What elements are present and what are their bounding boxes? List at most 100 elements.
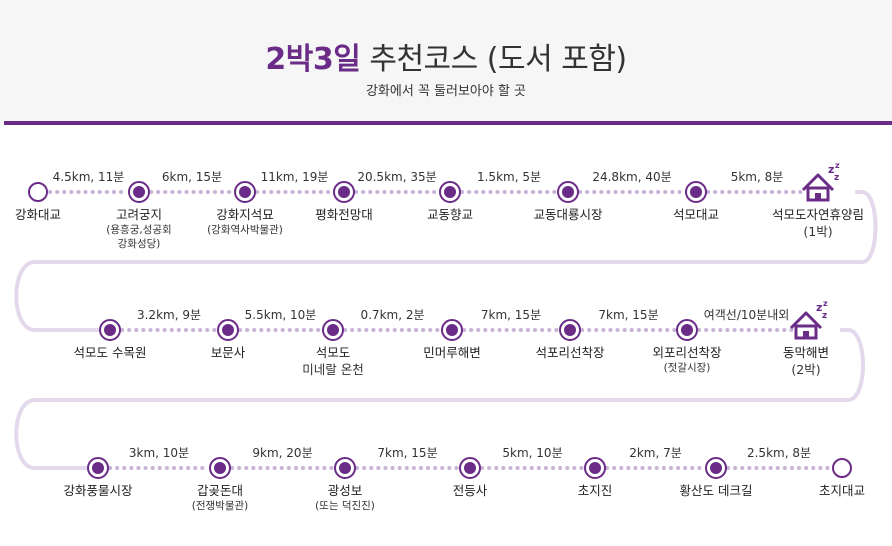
stop-marker [322, 319, 344, 341]
stop-name: 고려궁지 [115, 207, 162, 222]
stop-label: 광성보 (또는 덕진진) [315, 482, 375, 513]
segment-distance: 3km, 10분 [126, 444, 192, 461]
stop-name: 석모도 [315, 345, 351, 360]
title-rest: 추천코스 (도서 포함) [360, 42, 627, 77]
stop-name: 강화풍물시장 [63, 483, 133, 498]
stop-label: 강화대교 [15, 206, 61, 223]
row-connector-2 [14, 328, 865, 470]
stop-note: (또는 덕진진) [315, 500, 375, 512]
segment-distance: 11km, 19분 [258, 168, 331, 185]
stop-marker [217, 319, 239, 341]
stop-marker [559, 319, 581, 341]
stop-note: (전쟁박물관) [191, 500, 249, 512]
stop-marker [234, 181, 256, 203]
stop-label: 강화지석묘 (강화역사박물관) [207, 206, 283, 237]
svg-text:z: z [834, 173, 839, 183]
svg-text:z: z [816, 301, 822, 314]
segment-distance: 1.5km, 5분 [474, 168, 544, 185]
page-subtitle: 강화에서 꼭 둘러보아야 할 곳 [365, 84, 527, 99]
segment-distance: 9km, 20분 [250, 444, 315, 461]
page-title: 2박3일 추천코스 (도서 포함) [0, 34, 892, 78]
stop-marker [459, 457, 481, 479]
segment-distance: 20.5km, 35분 [355, 168, 439, 185]
stop-name: 전등사 [452, 483, 488, 498]
segment-distance: 3.2km, 9분 [134, 306, 204, 323]
segment-distance: 7km, 15분 [478, 306, 544, 323]
stop-label: 석모도 수목원 [74, 344, 147, 361]
stop-name: 교동대룡시장 [533, 207, 603, 222]
stop-label: 교동향교 [427, 206, 473, 223]
stop-label: 교동대룡시장 [533, 206, 602, 223]
stop-marker [705, 457, 727, 479]
stop-name: 평화전망대 [315, 207, 373, 222]
stop-label: 동막해변 (2박) [783, 344, 829, 378]
stop-name: 초지진 [577, 483, 613, 498]
svg-text:z: z [828, 163, 834, 176]
lodging-house-icon: zzz [789, 299, 828, 340]
end-marker [832, 458, 852, 478]
stop-name: 보문사 [210, 345, 246, 360]
segment-distance: 0.7km, 2분 [358, 306, 427, 323]
stop-label: 평화전망대 [315, 206, 373, 223]
stop-name: 갑곶돈대 [196, 483, 243, 498]
title-accent: 2박3일 [265, 42, 361, 77]
stop-name: 석포리선착장 [535, 345, 605, 360]
svg-text:z: z [823, 299, 828, 308]
stop-label: 초지대교 [819, 482, 865, 499]
stop-marker [99, 319, 121, 341]
segment-distance: 7km, 15분 [375, 444, 440, 461]
header-divider [4, 121, 892, 125]
stop-note: 미네랄 온천 [302, 362, 364, 377]
stop-marker [557, 181, 579, 203]
stop-note: (젓갈시장) [663, 362, 711, 374]
segment-distance: 4.5km, 11분 [50, 168, 127, 185]
lodging-house-icon: zzz [801, 161, 840, 202]
stop-label: 황산도 데크길 [680, 482, 753, 499]
stop-label: 전등사 [453, 482, 488, 499]
row-connector-1 [14, 190, 878, 332]
stop-note: (1박) [803, 224, 833, 239]
stop-label: 초지진 [578, 482, 613, 499]
stop-name: 동막해변 [782, 345, 830, 360]
stop-label: 석포리선착장 [535, 344, 604, 361]
header: 2박3일 추천코스 (도서 포함) 강화에서 꼭 둘러보아야 할 곳 [0, 0, 892, 122]
stop-marker [128, 181, 150, 203]
stop-note: (용흥궁,성공회 강화성당) [106, 224, 172, 250]
segment-distance: 24.8km, 40분 [590, 168, 674, 185]
stop-label: 갑곶돈대 (전쟁박물관) [192, 482, 249, 513]
stop-name: 외포리선착장 [652, 345, 722, 360]
stop-name: 강화지석묘 [216, 207, 274, 222]
stop-label: 고려궁지 (용흥궁,성공회 강화성당) [102, 206, 176, 251]
stop-name: 석모도자연휴양림 [771, 207, 865, 222]
segment-distance: 2km, 7분 [627, 444, 684, 461]
stop-name: 황산도 데크길 [679, 483, 753, 498]
stop-marker [209, 457, 231, 479]
segment-distance: 6km, 15분 [159, 168, 225, 185]
stop-marker [584, 457, 606, 479]
stop-name: 초지대교 [818, 483, 866, 498]
stop-marker [441, 319, 463, 341]
stop-label: 석모도자연휴양림 (1박) [772, 206, 864, 240]
svg-text:z: z [835, 161, 840, 170]
segment-distance: 5.5km, 10분 [242, 306, 319, 323]
stop-label: 민머루해변 [423, 344, 481, 361]
stop-marker [87, 457, 109, 479]
start-marker [28, 182, 48, 202]
stop-label: 강화풍물시장 [63, 482, 132, 499]
segment-distance: 5km, 8분 [728, 168, 786, 185]
stop-name: 석모도 수목원 [73, 345, 147, 360]
stop-label: 외포리선착장 (젓갈시장) [652, 344, 721, 375]
stop-marker [439, 181, 461, 203]
segment-distance: 5km, 10분 [500, 444, 565, 461]
stop-name: 민머루해변 [423, 345, 481, 360]
stop-marker [334, 457, 356, 479]
stop-name: 교동향교 [426, 207, 474, 222]
stop-note: (2박) [791, 362, 821, 377]
stop-name: 석모대교 [672, 207, 720, 222]
stop-marker [333, 181, 355, 203]
segment-distance: 여객선/10분내외 [701, 306, 792, 323]
stop-marker [685, 181, 707, 203]
stop-note: (강화역사박물관) [207, 224, 283, 236]
